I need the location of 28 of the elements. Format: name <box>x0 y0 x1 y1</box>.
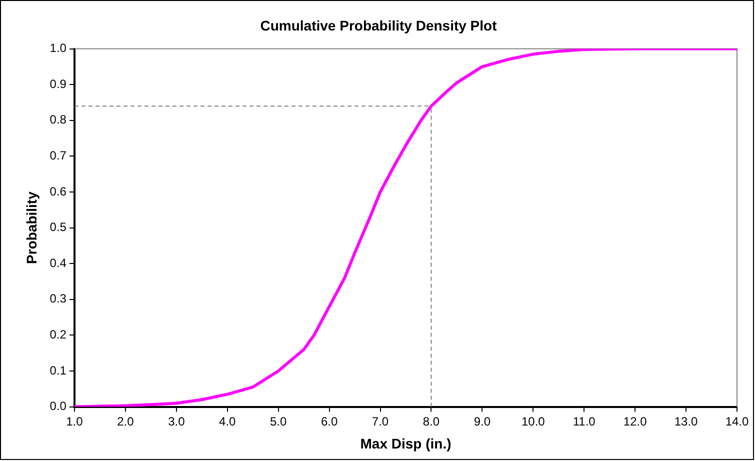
y-tick-label: 0.4 <box>50 256 67 270</box>
y-tick-label: 0.1 <box>50 363 67 378</box>
y-tick-label: 0.5 <box>50 220 67 234</box>
x-tick-label: 7.0 <box>372 414 389 428</box>
x-tick-label: 9.0 <box>474 414 491 428</box>
x-tick-label: 1.0 <box>66 414 84 428</box>
x-tick-label: 12.0 <box>623 414 648 428</box>
y-tick-label: 0.9 <box>50 76 67 91</box>
x-tick-label: 11.0 <box>572 414 596 428</box>
x-tick-label: 13.0 <box>674 414 698 428</box>
x-tick-label: 3.0 <box>168 414 186 428</box>
y-axis-title: Probability <box>23 191 40 264</box>
chart-title: Cumulative Probability Density Plot <box>260 17 498 34</box>
x-tick-label: 8.0 <box>422 414 440 428</box>
y-tick-label: 1.0 <box>50 41 67 56</box>
x-tick-label: 14.0 <box>725 414 749 428</box>
x-tick-label: 6.0 <box>320 414 338 428</box>
x-tick-label: 2.0 <box>117 414 134 428</box>
x-tick-label: 4.0 <box>219 414 236 428</box>
y-tick-label: 0.6 <box>50 184 67 198</box>
y-tick-label: 0.8 <box>50 112 67 127</box>
y-tick-label: 0.7 <box>50 148 67 163</box>
x-tick-label: 10.0 <box>521 414 546 428</box>
x-tick-label: 5.0 <box>270 414 287 428</box>
x-axis-title: Max Disp (in.) <box>360 435 452 452</box>
y-tick-label: 0.0 <box>50 399 67 414</box>
y-tick-label: 0.2 <box>50 328 67 342</box>
y-tick-label: 0.3 <box>50 292 67 306</box>
